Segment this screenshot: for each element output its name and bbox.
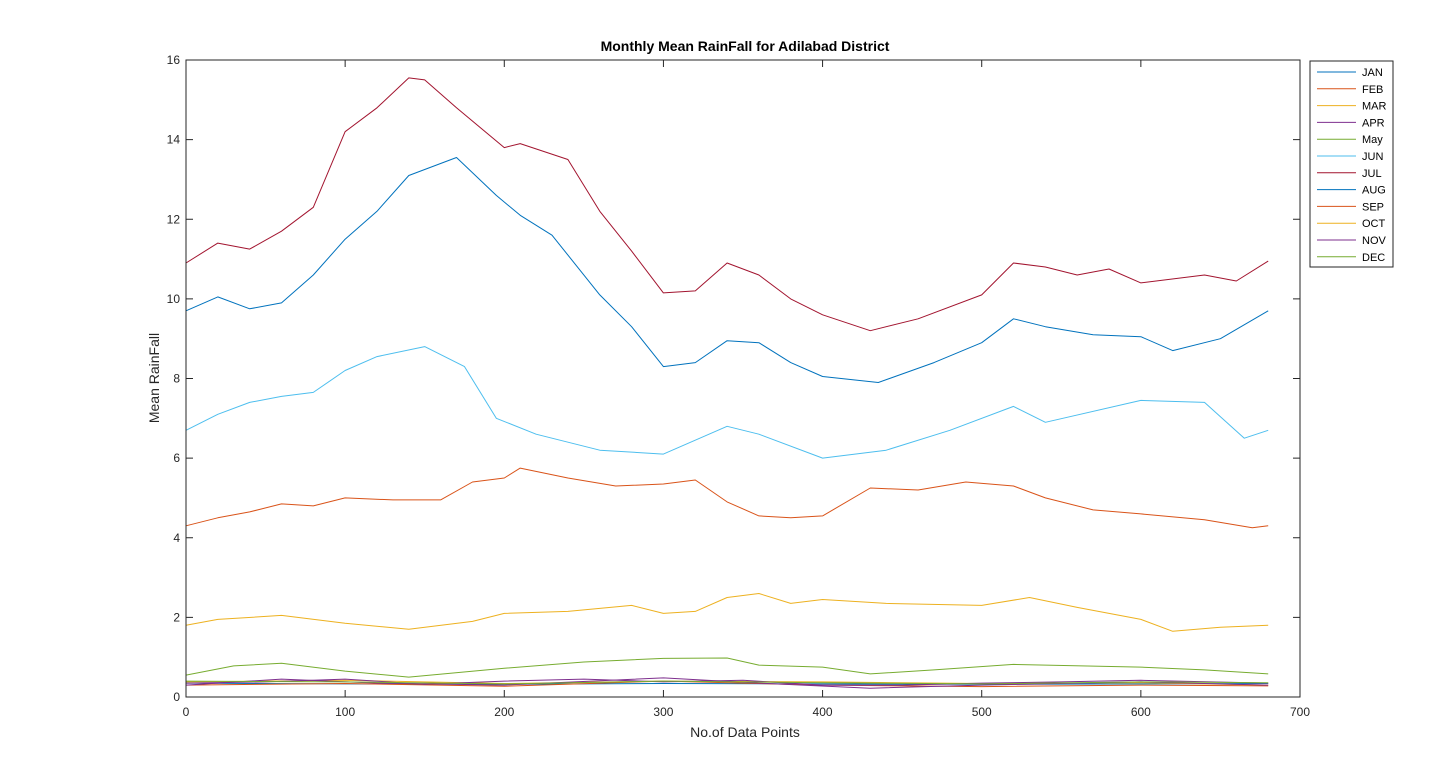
legend-entry: MAR bbox=[1362, 101, 1387, 113]
series-line-aug bbox=[185, 157, 1269, 383]
y-axis: 0 2 4 6 8 10 12 14 16 bbox=[167, 53, 1300, 704]
legend: JAN FEB MAR APR May JUN JUL AUG SEP OCT NOV DEC bbox=[1309, 60, 1394, 268]
y-tick-label: 12 bbox=[167, 212, 181, 226]
y-axis-label: Mean RainFall bbox=[146, 333, 162, 423]
y-tick-label: 6 bbox=[173, 451, 180, 465]
plot-area bbox=[186, 60, 1300, 697]
legend-entry: FEB bbox=[1362, 84, 1383, 96]
x-tick-label: 300 bbox=[653, 705, 673, 719]
legend-entry: DEC bbox=[1362, 252, 1385, 264]
legend-entry: OCT bbox=[1362, 218, 1386, 230]
series-line-dec bbox=[185, 680, 1269, 685]
legend-entry: May bbox=[1362, 134, 1383, 146]
x-tick-label: 500 bbox=[972, 705, 992, 719]
series-layer bbox=[185, 77, 1269, 689]
series-line-may bbox=[185, 657, 1269, 678]
series-line-feb bbox=[185, 680, 1269, 688]
x-tick-label: 700 bbox=[1290, 705, 1310, 719]
legend-box bbox=[1309, 60, 1394, 268]
series-line-oct bbox=[185, 593, 1269, 632]
legend-entry: JUN bbox=[1362, 151, 1383, 163]
legend-entry: NOV bbox=[1362, 235, 1387, 247]
x-axis: 0 100 200 300 400 500 600 700 bbox=[183, 60, 1310, 719]
x-axis-label: No.of Data Points bbox=[690, 724, 800, 740]
legend-entry: AUG bbox=[1362, 185, 1386, 197]
x-tick-label: 400 bbox=[813, 705, 833, 719]
y-tick-label: 0 bbox=[173, 690, 180, 704]
legend-entry: JAN bbox=[1362, 67, 1383, 79]
x-tick-label: 200 bbox=[494, 705, 514, 719]
legend-entry: JUL bbox=[1362, 168, 1382, 180]
series-line-sep bbox=[185, 467, 1269, 529]
y-tick-label: 2 bbox=[173, 610, 180, 624]
series-line-jul bbox=[185, 77, 1269, 332]
y-tick-label: 10 bbox=[167, 292, 181, 306]
y-tick-label: 8 bbox=[173, 372, 180, 386]
x-tick-label: 0 bbox=[183, 705, 190, 719]
x-tick-label: 600 bbox=[1131, 705, 1151, 719]
x-tick-label: 100 bbox=[335, 705, 355, 719]
y-tick-label: 4 bbox=[173, 531, 180, 545]
y-tick-label: 16 bbox=[167, 53, 181, 67]
chart-title: Monthly Mean RainFall for Adilabad Distr… bbox=[601, 38, 890, 54]
legend-entry: SEP bbox=[1362, 201, 1384, 213]
legend-entry: APR bbox=[1362, 117, 1385, 129]
series-line-jun bbox=[185, 346, 1269, 459]
y-tick-label: 14 bbox=[167, 133, 181, 147]
